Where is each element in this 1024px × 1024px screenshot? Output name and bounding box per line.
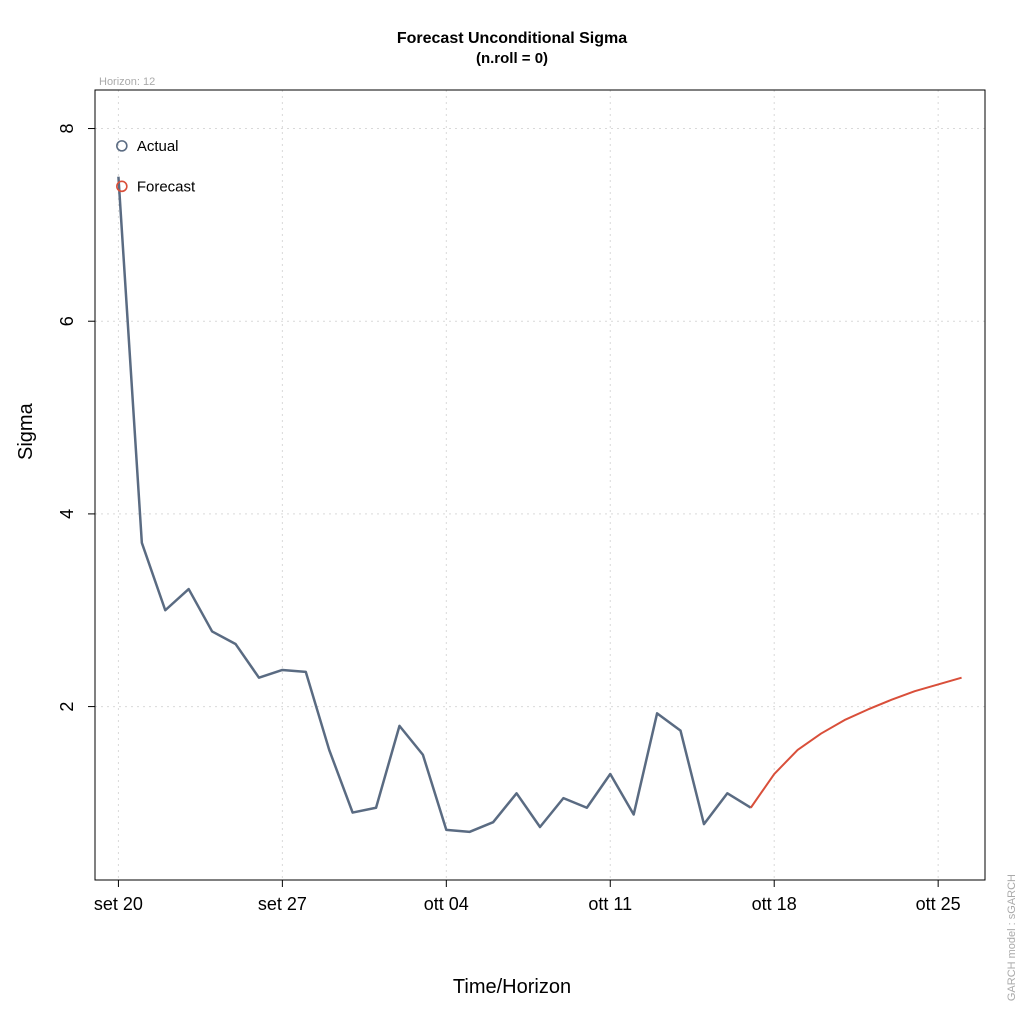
svg-text:ott 25: ott 25 — [916, 894, 961, 914]
horizon-note: Horizon: 12 — [99, 76, 155, 88]
svg-text:ott 04: ott 04 — [424, 894, 469, 914]
svg-text:2: 2 — [57, 702, 77, 712]
plot-area: 2 4 6 8 set 20 set 27 ott 04 ott 11 ott 18 ott 25… — [0, 0, 1024, 1024]
svg-text:8: 8 — [57, 124, 77, 134]
chart-container: Forecast Unconditional Sigma (n.roll = 0… — [0, 0, 1024, 1024]
svg-text:4: 4 — [57, 509, 77, 519]
svg-text:Forecast: Forecast — [137, 178, 196, 195]
svg-text:set 20: set 20 — [94, 894, 143, 914]
svg-text:ott 18: ott 18 — [752, 894, 797, 914]
svg-text:6: 6 — [57, 316, 77, 326]
svg-text:ott 11: ott 11 — [588, 894, 632, 914]
svg-text:Actual: Actual — [137, 138, 179, 155]
svg-text:set 27: set 27 — [258, 894, 307, 914]
